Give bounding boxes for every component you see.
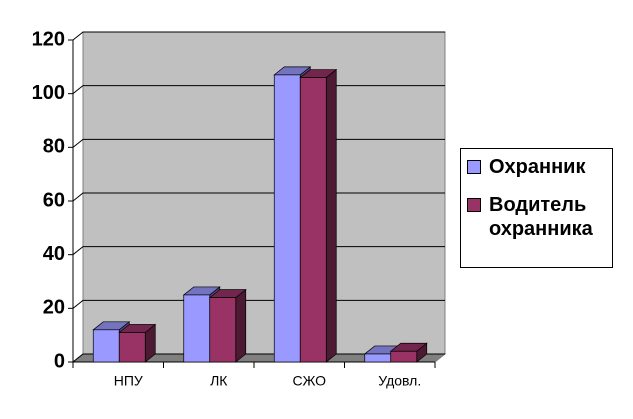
y-tick-label: 0 bbox=[54, 350, 65, 372]
legend-item: Охранник bbox=[465, 155, 608, 179]
bar bbox=[273, 74, 301, 363]
bar bbox=[118, 332, 146, 363]
bar-side bbox=[235, 288, 247, 363]
legend: Охранник Водитель охранника bbox=[460, 148, 613, 268]
bar bbox=[92, 329, 120, 363]
bar bbox=[183, 294, 211, 363]
x-tick-label: ЛК bbox=[210, 373, 228, 389]
y-tick-label: 80 bbox=[43, 136, 65, 158]
x-tick-label: Удовл. bbox=[378, 373, 421, 389]
bar bbox=[364, 353, 392, 363]
legend-label: Охранник bbox=[489, 156, 586, 178]
y-tick-label: 60 bbox=[43, 189, 65, 211]
bar bbox=[390, 350, 418, 363]
x-tick-label: СЖО bbox=[292, 373, 326, 389]
legend-swatch bbox=[467, 198, 481, 212]
legend-swatch bbox=[467, 160, 481, 174]
y-tick-label: 120 bbox=[32, 28, 65, 50]
bar bbox=[209, 297, 237, 363]
bar-side bbox=[325, 68, 337, 363]
y-tick-label: 100 bbox=[32, 82, 65, 104]
x-tick-label: НПУ bbox=[114, 373, 143, 389]
legend-label: Водитель охранника bbox=[489, 194, 593, 240]
legend-item: Водитель охранника bbox=[465, 193, 608, 241]
grid-line bbox=[72, 31, 445, 41]
y-tick-label: 40 bbox=[43, 243, 65, 265]
bar bbox=[299, 77, 327, 363]
y-tick-label: 20 bbox=[43, 297, 65, 319]
